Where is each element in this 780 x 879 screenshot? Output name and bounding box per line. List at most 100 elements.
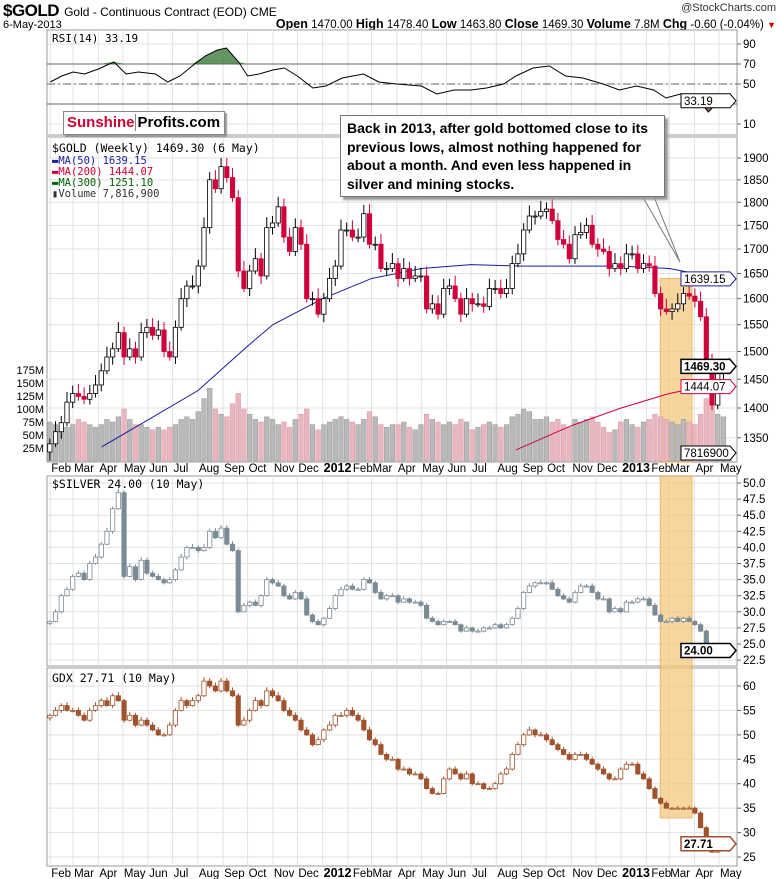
volume-bar [521,408,527,462]
candle-body [509,263,515,289]
candle-body [401,768,407,771]
candle-body [686,617,692,622]
candle-body [623,253,629,269]
candle-body [224,166,230,179]
volume-bar [406,426,413,462]
x-axis-month-label: Jul [174,868,189,879]
volume-bar [361,419,367,462]
candle-body [229,543,236,552]
candle-body [98,700,104,706]
volume-bar [304,408,310,462]
legend-item: ▬MA(200) 1444.07 [52,166,153,178]
candle-body [549,739,555,746]
candle-body [326,278,333,300]
candle-body [532,215,538,218]
open-value: 1470.00 [311,19,353,31]
y-tick-label: 35 [743,803,756,815]
close-value: 1469.30 [541,19,584,31]
volume-bar [178,419,184,462]
candle-body [389,758,395,761]
value-tag-text: 33.19 [684,96,713,108]
volume-bar [70,424,76,462]
candle-body [418,773,424,780]
candle-body [98,370,104,386]
candle-body [127,566,133,577]
candle-body [344,585,350,590]
volume-bar [287,426,293,462]
candle-body [207,680,213,687]
x-axis-month-label: Nov [572,463,593,475]
x-axis-month-label: Mar [74,463,94,475]
candle-body [110,695,116,706]
x-axis-month-label: Mar [670,868,690,879]
candle-body [64,401,70,424]
candle-body [652,604,658,616]
candle-body [578,754,584,756]
candle-body [623,763,629,770]
volume-bar [207,387,213,462]
candle-body [361,213,367,238]
value-tag-box [680,379,737,395]
candle-body [589,585,595,593]
candle-body [561,595,567,600]
candle-body [75,393,81,397]
candle-body [207,530,213,548]
x-axis-month-label: Sep [523,463,543,475]
volume-bar [275,424,281,462]
candle-body [247,270,253,289]
candle-body [481,627,487,632]
volume-bar [235,393,241,462]
volume-bar [167,426,173,462]
candle-body [178,298,184,328]
volume-bar [526,411,532,462]
candle-body [526,729,532,736]
y-tick-label: 55 [743,705,756,717]
y-tick-label: 25 [743,852,756,864]
candle-body [515,608,521,619]
candle-body [606,773,612,780]
candle-body [150,326,156,336]
candle-body [121,332,127,358]
candle-body [218,527,224,539]
candle-body [189,700,196,706]
close-label: Close [504,17,539,31]
candle-body [372,582,378,593]
candle-body [235,695,241,726]
y-tick-label: 45 [743,754,756,766]
candle-body [110,508,116,532]
volume-tick-label: 75M [23,417,44,429]
volume-bar [623,419,630,462]
candle-body [555,744,561,750]
candle-body [600,768,607,775]
value-tag-text: 1444.07 [684,382,726,394]
volume-bar [372,416,378,462]
candle-body [555,588,561,597]
candle-body [583,754,590,760]
candle-body [87,393,93,400]
candle-body [252,258,258,272]
candle-body [355,714,361,721]
candle-body [212,179,218,190]
candle-body [486,288,492,307]
candle-body [281,206,287,238]
candle-body [252,601,258,606]
candle-body [229,177,236,199]
candle-body [355,236,361,239]
volume-bar [344,419,350,462]
y-tick-label: 35.0 [743,575,765,587]
volume-bar [663,419,669,462]
candle-body [304,729,310,736]
symbol-title: $GOLD [3,1,60,20]
value-tag-text: 1639.15 [684,274,726,286]
candle-body [463,627,470,632]
candle-body [287,236,293,252]
candle-body [475,783,481,786]
candle-body [429,303,435,310]
candle-body [640,598,647,601]
candle-body [663,621,669,623]
candle-body [201,680,207,697]
candle-body [418,275,424,278]
candle-body [235,550,241,613]
volume-bar [144,426,150,462]
candle-body [424,778,430,790]
